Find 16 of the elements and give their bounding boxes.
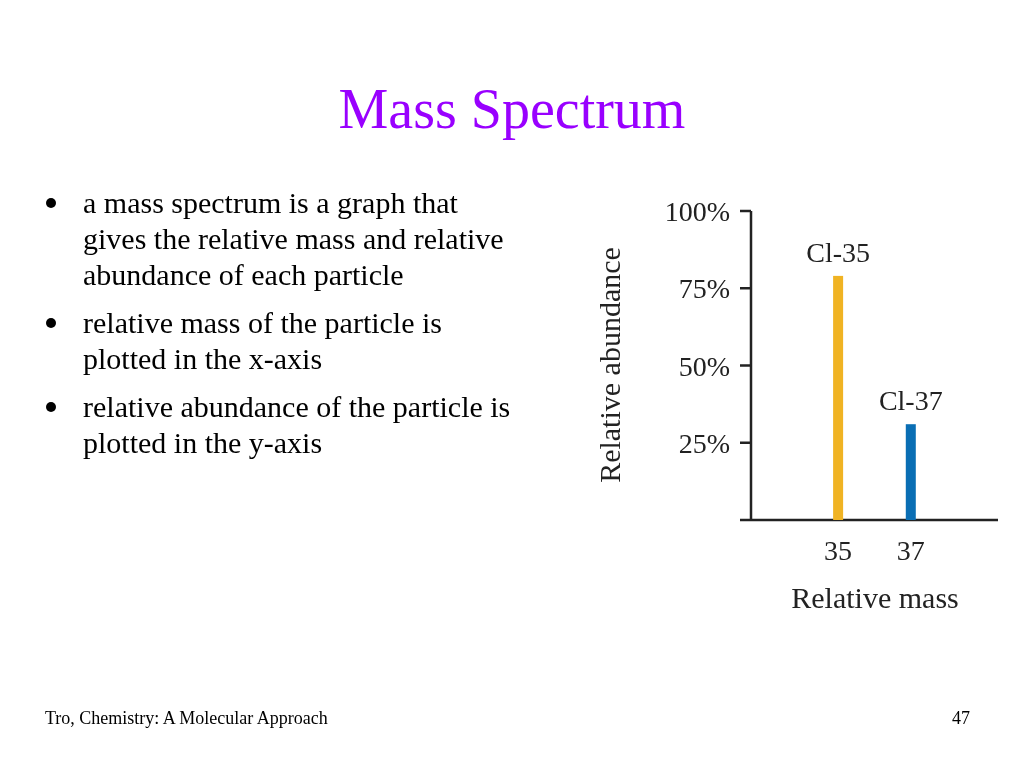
text: relative mass of the particle is plotted in the x-axis [83,306,443,375]
x-tick-label: 35 [824,535,853,566]
text: relative abundance of the particle is plotted in the y-axis [83,390,511,459]
y-tick-label: 75% [678,273,730,305]
y-axis-title: Relative abundance [593,247,626,483]
text: 47 [952,708,970,728]
y-tick-label: 50% [678,350,730,382]
text: Tro, Chemistry: A Molecular Approach [45,708,328,728]
annotation: Cl-35 [806,236,870,268]
y-tick-label: 100% [664,196,730,227]
x-axis-title: Relative mass [791,581,959,614]
annotation: Cl-37 [878,385,943,417]
text: a mass spectrum is a graph that gives the relative mass and relative abundance of each particle [83,186,504,291]
x-tick-label: 37 [896,535,925,566]
chart-title: Mass Spectrum [338,78,686,140]
y-tick-label: 25% [678,427,730,459]
